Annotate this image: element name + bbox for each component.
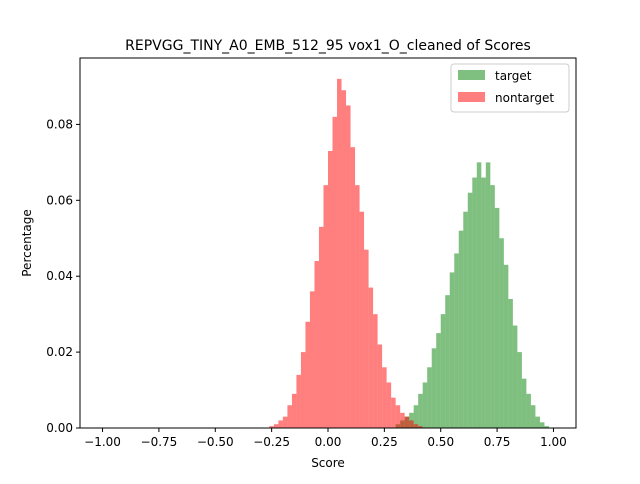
x-tick-label: −0.25 [253, 435, 290, 449]
bar-nontarget-14 [332, 116, 338, 429]
x-axis-ticks: −1.00 −0.75 −0.50 −0.25 0.00 0.25 0.50 0.75 1.00 [84, 428, 567, 449]
x-tick-label: 0.25 [371, 435, 398, 449]
bars-nontarget [269, 78, 423, 429]
bar-nontarget-21 [364, 249, 369, 428]
bar-target-26 [512, 325, 518, 428]
bar-nontarget-15 [337, 78, 342, 428]
bar-target-33 [544, 426, 549, 428]
bar-target-21 [490, 185, 495, 428]
bar-nontarget-22 [368, 287, 374, 428]
bar-target-28 [521, 378, 527, 428]
bar-nontarget-11 [318, 226, 324, 428]
bar-target-4 [413, 405, 419, 428]
bar-nontarget-24 [377, 344, 383, 428]
bar-target-14 [458, 230, 464, 428]
bar-nontarget-18 [350, 147, 356, 428]
bar-nontarget-2 [278, 420, 283, 428]
bar-nontarget-29 [400, 412, 405, 428]
bar-nontarget-9 [309, 291, 315, 428]
bar-nontarget-7 [300, 352, 306, 428]
bar-target-30 [530, 405, 536, 428]
y-tick-label: 0.00 [46, 421, 73, 435]
bar-nontarget-20 [359, 211, 365, 428]
bar-target-22 [494, 207, 500, 428]
bar-target-31 [535, 416, 540, 428]
bar-nontarget-8 [305, 321, 310, 428]
bar-nontarget-17 [346, 105, 351, 428]
bar-nontarget-28 [395, 405, 401, 428]
bar-nontarget-33 [418, 426, 423, 428]
bar-nontarget-10 [314, 261, 319, 428]
bar-target-19 [481, 177, 486, 428]
bar-nontarget-19 [355, 185, 360, 428]
bar-target-18 [476, 162, 482, 428]
bar-target-6 [422, 382, 428, 428]
y-axis-ticks: 0.00 0.02 0.04 0.06 0.08 [46, 117, 80, 435]
bar-target-24 [503, 264, 509, 428]
bar-nontarget-30 [404, 416, 410, 428]
bar-nontarget-1 [273, 424, 279, 428]
bar-target-15 [463, 211, 468, 428]
x-tick-label: 0.75 [484, 435, 511, 449]
bar-target-16 [467, 192, 473, 428]
y-tick-label: 0.06 [46, 193, 73, 207]
bar-target-8 [431, 348, 437, 428]
bar-nontarget-4 [287, 405, 292, 428]
bar-nontarget-12 [323, 185, 328, 428]
bar-nontarget-3 [282, 416, 288, 428]
bar-nontarget-27 [391, 397, 396, 428]
bar-target-29 [526, 393, 531, 428]
bar-target-7 [427, 367, 432, 428]
bar-target-23 [499, 238, 504, 428]
bar-nontarget-26 [386, 382, 392, 428]
bar-target-32 [539, 422, 545, 428]
bar-target-10 [440, 314, 446, 428]
bar-nontarget-23 [373, 314, 378, 428]
chart-title: REPVGG_TINY_A0_EMB_512_95 vox1_O_cleaned… [125, 38, 531, 54]
legend-label-target: target [495, 69, 532, 83]
x-tick-label: −0.50 [197, 435, 234, 449]
bar-target-27 [517, 352, 522, 428]
bar-nontarget-32 [413, 424, 419, 428]
bar-target-11 [445, 295, 450, 428]
y-tick-label: 0.04 [46, 269, 73, 283]
y-tick-label: 0.02 [46, 345, 73, 359]
bar-target-25 [508, 298, 513, 428]
bar-nontarget-16 [341, 90, 347, 428]
x-tick-label: −1.00 [84, 435, 121, 449]
bar-nontarget-13 [328, 150, 333, 428]
bars-target [395, 162, 549, 428]
bar-target-13 [454, 253, 459, 428]
x-tick-label: 1.00 [540, 435, 567, 449]
bar-target-17 [472, 177, 477, 428]
bar-nontarget-0 [269, 426, 274, 428]
plot-area [79, 57, 577, 429]
x-axis-label: Score [311, 456, 345, 470]
bar-target-5 [418, 393, 423, 428]
x-tick-label: 0.00 [315, 435, 342, 449]
bar-nontarget-5 [291, 393, 297, 428]
legend-label-nontarget: nontarget [495, 91, 554, 105]
legend: target nontarget [450, 63, 570, 113]
y-tick-label: 0.08 [46, 117, 73, 131]
bar-nontarget-6 [296, 374, 301, 428]
legend-swatch-nontarget [458, 92, 485, 102]
x-tick-label: −0.75 [141, 435, 178, 449]
bar-target-9 [436, 333, 441, 428]
legend-swatch-target [458, 70, 485, 80]
bar-nontarget-25 [382, 367, 387, 428]
y-axis-label: Percentage [20, 209, 34, 277]
bar-target-12 [449, 272, 455, 428]
x-tick-label: 0.50 [427, 435, 454, 449]
bar-target-20 [485, 162, 491, 428]
bar-nontarget-31 [409, 420, 414, 428]
